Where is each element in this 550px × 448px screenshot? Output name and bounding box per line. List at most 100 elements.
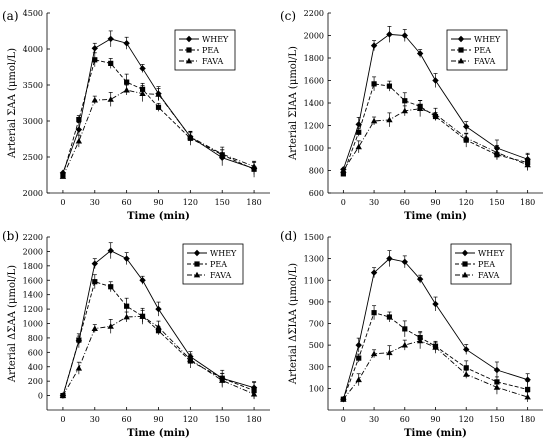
data-point-fava <box>75 137 83 144</box>
data-point-pea <box>108 60 114 66</box>
x-tick-label: 120 <box>459 415 474 424</box>
x-tick-label: 120 <box>183 415 198 424</box>
legend-marker <box>185 57 193 64</box>
data-point-pea <box>402 98 408 104</box>
data-point-pea <box>371 310 377 316</box>
data-point-pea <box>340 171 346 177</box>
data-point-fava <box>250 163 258 169</box>
x-tick-label: 90 <box>430 415 440 424</box>
data-point-fava <box>91 325 98 331</box>
data-point-whey <box>91 260 98 267</box>
data-point-whey <box>416 50 424 57</box>
data-point-pea <box>92 57 98 63</box>
legend-marker <box>457 35 465 43</box>
panel-label: (b) <box>2 229 19 243</box>
series-line-pea <box>342 83 528 175</box>
series-line-fava <box>62 315 255 396</box>
y-tick-label: 3500 <box>23 81 43 90</box>
series-line-fava <box>342 108 528 171</box>
data-point-fava <box>524 161 531 168</box>
panel-label: (c) <box>280 9 296 23</box>
x-tick-label: 60 <box>400 198 410 207</box>
data-point-whey <box>386 31 393 38</box>
legend-label: WHEY <box>202 35 229 44</box>
data-point-pea <box>76 337 82 343</box>
x-tick-label: 180 <box>520 415 535 424</box>
legend-marker <box>185 35 193 43</box>
series-line-pea <box>62 59 255 176</box>
x-tick-label: 150 <box>489 198 504 207</box>
y-tick-label: 2200 <box>304 9 324 18</box>
legend-marker <box>193 249 201 257</box>
data-point-fava <box>386 349 393 356</box>
data-point-pea <box>76 116 82 123</box>
data-point-pea <box>386 83 393 89</box>
x-tick-label: 0 <box>60 415 65 424</box>
data-point-fava <box>91 96 98 103</box>
data-point-whey <box>432 77 439 84</box>
data-point-whey <box>416 275 424 283</box>
series-line-whey <box>62 38 255 173</box>
chart-panel: 600 800 1000 1200 1400 1600 1800 2000 2200 0 30 60 9… <box>280 9 543 222</box>
y-tick-label: 2000 <box>23 247 43 256</box>
y-tick-label: 1200 <box>23 305 43 314</box>
legend-marker <box>461 271 469 278</box>
data-point-fava <box>123 86 130 93</box>
data-point-fava <box>432 111 439 117</box>
data-point-fava <box>355 376 362 383</box>
data-point-fava <box>416 105 424 112</box>
series-line-fava <box>62 89 255 177</box>
data-point-whey <box>493 366 501 374</box>
x-tick-label: 0 <box>60 198 65 207</box>
legend-marker <box>461 249 469 257</box>
data-point-pea <box>463 365 469 371</box>
legend: WHEY PEA FAVA <box>446 29 508 71</box>
x-tick-label: 90 <box>430 198 440 207</box>
x-tick-label: 0 <box>341 198 346 207</box>
series-line-fava <box>343 340 528 400</box>
y-tick-label: 1000 <box>23 320 43 329</box>
x-tick-label: 30 <box>369 415 379 424</box>
data-point-fava <box>107 323 114 329</box>
data-point-fava <box>401 107 408 114</box>
data-point-whey <box>355 341 362 349</box>
data-point-whey <box>463 123 470 130</box>
legend-label: FAVA <box>478 271 499 280</box>
x-tick-label: 150 <box>215 415 230 424</box>
x-tick-label: 120 <box>183 198 198 207</box>
series-line-whey <box>342 33 528 170</box>
data-point-whey <box>75 126 83 133</box>
y-tick-label: 1300 <box>304 255 324 264</box>
legend-marker <box>457 57 465 64</box>
y-tick-label: 100 <box>309 384 324 393</box>
y-axis-label: Arterial ΣAA (μmol/L) <box>7 48 18 159</box>
x-tick-label: 120 <box>459 198 474 207</box>
data-point-fava <box>493 149 501 155</box>
y-tick-label: 0 <box>38 392 43 401</box>
y-tick-label: 4500 <box>23 9 43 18</box>
legend-label: FAVA <box>202 57 223 66</box>
legend-box <box>446 29 508 71</box>
data-point-whey <box>155 305 162 313</box>
x-tick-label: 150 <box>489 415 504 424</box>
data-point-whey <box>107 35 114 43</box>
data-point-fava <box>463 134 470 141</box>
y-tick-label: 2500 <box>23 153 43 162</box>
data-point-pea <box>356 355 362 361</box>
panel-label: (d) <box>280 229 297 243</box>
y-axis-label: Arterial ΔΣIAA (μmol/L) <box>288 263 299 385</box>
legend-label: PEA <box>202 46 219 55</box>
data-point-fava <box>155 91 162 97</box>
data-point-fava <box>401 341 408 348</box>
data-point-fava <box>123 313 130 320</box>
data-point-pea <box>155 104 162 110</box>
data-point-fava <box>355 143 362 150</box>
series-line-pea <box>62 281 255 396</box>
data-point-pea <box>92 279 98 285</box>
legend-label: PEA <box>474 46 491 55</box>
y-tick-label: 900 <box>309 298 324 307</box>
y-tick-label: 2000 <box>23 189 43 198</box>
legend-label: PEA <box>478 260 495 269</box>
legend-box <box>182 243 244 285</box>
x-axis-label: Time (min) <box>127 428 190 439</box>
